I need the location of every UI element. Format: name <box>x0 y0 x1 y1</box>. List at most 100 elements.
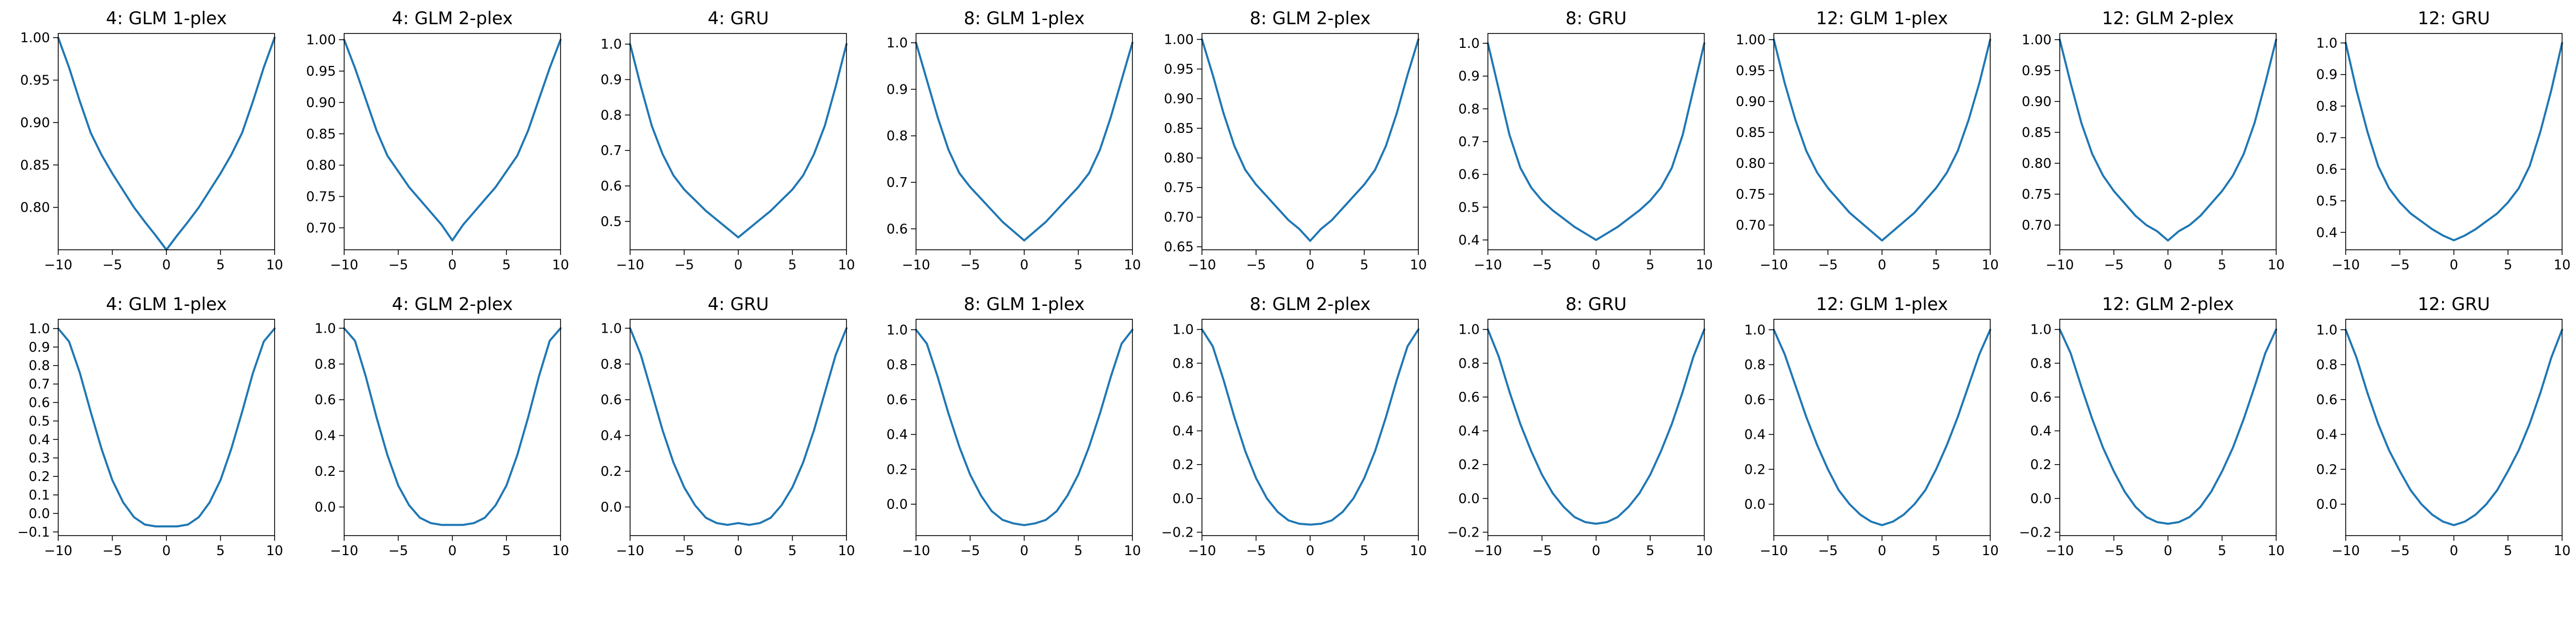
x-tick-label: −5 <box>103 543 122 559</box>
x-tick-label: 5 <box>216 258 225 273</box>
x-tick-label: −5 <box>1532 543 1552 559</box>
y-tick-label: 0.8 <box>2316 357 2337 373</box>
x-tick-label: −5 <box>1818 258 1838 273</box>
x-tick-label: 0 <box>2450 258 2459 273</box>
axes-frame <box>58 33 275 250</box>
x-tick-label: 0 <box>448 258 457 273</box>
subplot-10: 4: GLM 1-plex −10 −5 0 5 10 −0.1 0.0 0.1 0.2 0.3 0.… <box>18 294 283 559</box>
subplot-16: 12: GLM 1-plex −10 −5 0 5 10 0.0 0.2 0.4 0.6 0.8 1.… <box>1744 294 1999 559</box>
x-tick-label: 5 <box>1360 258 1369 273</box>
x-tick-label: −10 <box>44 543 73 559</box>
x-tick-label: 10 <box>2553 258 2570 273</box>
y-tick-label: 0.5 <box>601 214 622 230</box>
y-tick-label: 0.8 <box>29 358 50 374</box>
x-tick-label: −10 <box>902 543 930 559</box>
series-line <box>1201 328 1419 526</box>
subplot-title: 8: GLM 1-plex <box>964 8 1085 29</box>
y-tick-label: 0.2 <box>887 462 908 477</box>
y-tick-label: 0.6 <box>601 179 622 194</box>
x-tick-label: 0 <box>734 543 743 559</box>
series-line <box>2345 42 2563 242</box>
axes-frame <box>916 319 1133 536</box>
axes-frame <box>1201 319 1419 536</box>
x-tick-label: 10 <box>1124 258 1141 273</box>
x-tick-label: 10 <box>1124 543 1141 559</box>
x-tick-label: 10 <box>552 543 569 559</box>
series-line <box>629 327 848 526</box>
y-tick-label: 0.2 <box>2316 462 2337 477</box>
y-tick-label: 1.0 <box>29 321 50 337</box>
y-tick-label: 0.95 <box>1164 62 1194 77</box>
x-tick-label: −5 <box>2390 258 2410 273</box>
y-tick-label: 0.7 <box>29 377 50 392</box>
series-line <box>2345 329 2563 526</box>
y-tick-label: 0.2 <box>1173 457 1194 473</box>
x-tick-label: −10 <box>1760 258 1788 273</box>
y-tick-label: 0.6 <box>315 392 336 408</box>
x-tick-label: −5 <box>2104 258 2124 273</box>
y-tick-label: 1.00 <box>1164 32 1194 48</box>
x-tick-label: 0 <box>162 543 171 559</box>
y-tick-label: 0.75 <box>2022 187 2052 202</box>
x-tick-label: 10 <box>266 258 283 273</box>
x-tick-label: 10 <box>266 543 283 559</box>
y-tick-label: 0.0 <box>1173 491 1194 507</box>
y-tick-label: 0.0 <box>887 497 908 512</box>
y-tick-label: 0.5 <box>1459 200 1480 215</box>
subplot-title: 8: GRU <box>1566 8 1627 29</box>
x-tick-label: 10 <box>552 258 569 273</box>
series-line <box>57 37 276 251</box>
axes-frame <box>1773 33 1991 250</box>
y-tick-label: 1.0 <box>315 321 336 336</box>
y-tick-label: 0.75 <box>1164 180 1194 196</box>
y-tick-label: 0.4 <box>601 428 622 444</box>
x-tick-label: −10 <box>1474 258 1502 273</box>
y-tick-label: 0.95 <box>20 73 50 89</box>
y-tick-label: 0.6 <box>1173 390 1194 405</box>
y-tick-label: 0.5 <box>2316 194 2337 209</box>
x-tick-label: −10 <box>2046 543 2074 559</box>
x-tick-label: −5 <box>1532 258 1552 273</box>
y-tick-label: 0.8 <box>601 108 622 123</box>
subplot-12: 4: GRU −10 −5 0 5 10 0.0 0.2 0.4 0.6 0.8 1.0 <box>601 294 855 559</box>
subplot-title: 4: GLM 1-plex <box>106 8 227 29</box>
x-tick-label: 0 <box>734 258 743 273</box>
x-tick-label: 0 <box>1020 258 1029 273</box>
x-tick-label: −10 <box>330 543 359 559</box>
x-tick-label: 5 <box>2218 543 2227 559</box>
axes-frame <box>2059 319 2277 536</box>
x-tick-label: 5 <box>1074 543 1083 559</box>
y-tick-label: 0.7 <box>601 143 622 159</box>
y-tick-label: 0.0 <box>2316 497 2337 512</box>
y-tick-label: 0.0 <box>1459 491 1480 507</box>
x-tick-label: −10 <box>1760 543 1788 559</box>
subplot-title: 12: GRU <box>2418 8 2490 29</box>
x-tick-label: −5 <box>2104 543 2124 559</box>
y-tick-label: 0.70 <box>306 220 336 236</box>
subplot-9: 12: GRU −10 −5 0 5 10 0.4 0.5 0.6 0.7 0.8 0.9 1.0 <box>2316 8 2571 273</box>
x-tick-label: 0 <box>2450 543 2459 559</box>
axes-frame <box>2059 33 2277 250</box>
y-tick-label: 0.6 <box>1459 167 1480 183</box>
axes-frame <box>1487 319 1705 536</box>
x-tick-label: 0 <box>448 543 457 559</box>
axes-frame <box>344 319 561 536</box>
x-tick-label: −5 <box>1246 258 1266 273</box>
x-tick-label: −10 <box>44 258 73 273</box>
series-line <box>1773 329 1991 526</box>
subplot-title: 8: GRU <box>1566 294 1627 315</box>
x-tick-label: −5 <box>388 543 408 559</box>
x-tick-label: −5 <box>674 543 694 559</box>
y-tick-label: 0.8 <box>2316 99 2337 114</box>
x-tick-label: 10 <box>1981 543 1998 559</box>
y-tick-label: 0.6 <box>1459 390 1480 405</box>
y-tick-label: 0.8 <box>1744 357 1766 373</box>
y-tick-label: 0.9 <box>601 73 622 88</box>
x-tick-label: −5 <box>674 258 694 273</box>
series-line <box>1773 39 1991 242</box>
y-tick-label: 0.90 <box>2022 94 2052 110</box>
x-tick-label: 0 <box>162 258 171 273</box>
y-tick-label: 0.2 <box>29 469 50 485</box>
x-tick-label: −10 <box>330 258 359 273</box>
y-tick-label: 1.0 <box>887 36 908 51</box>
